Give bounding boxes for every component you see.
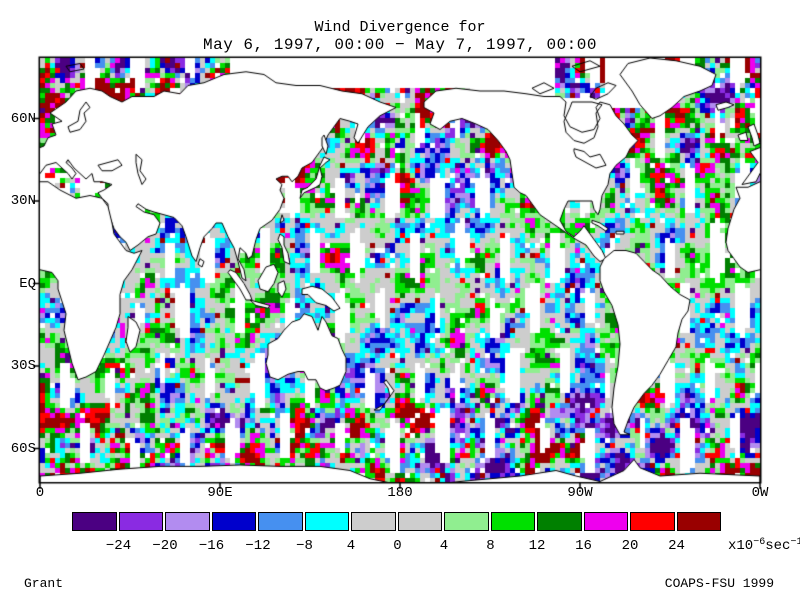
colorbar-swatch (351, 512, 396, 531)
units-exponent: −6 (753, 537, 766, 548)
lon-tick-label: 0 (35, 485, 45, 501)
colorbar-tick-label: −12 (245, 538, 271, 554)
lat-tick-label: EQ (19, 275, 36, 292)
colorbar-tick-label: 4 (439, 538, 449, 554)
page-title: Wind Divergence for (314, 19, 486, 36)
colorbar-swatch (444, 512, 489, 531)
lon-tick-label: 90W (567, 485, 593, 501)
colorbar-tick-label: −16 (198, 538, 225, 554)
lon-tick-label: 0W (751, 485, 769, 501)
colorbar-tick-label: −24 (105, 538, 132, 554)
colorbar-tick-label: 8 (486, 538, 495, 554)
colorbar-swatch (304, 512, 349, 531)
colorbar-tick-label: 16 (575, 538, 592, 554)
colorbar-swatch (630, 512, 675, 531)
lat-tick-label: 60N (10, 110, 36, 127)
lon-tick-label: 180 (387, 485, 413, 501)
colorbar-swatch (258, 512, 303, 531)
lon-tick-label: 90E (207, 485, 233, 501)
colorbar-swatch (537, 512, 582, 531)
units-base: x10 (728, 538, 754, 554)
colorbar-swatch (583, 512, 628, 531)
colorbar-swatch (397, 512, 442, 531)
lat-tick-label: 60S (10, 440, 36, 457)
credit-right: COAPS-FSU 1999 (664, 576, 774, 591)
lat-tick-label: 30S (10, 358, 36, 374)
colorbar-tick-label: −8 (296, 538, 313, 554)
colorbar-swatch (211, 512, 256, 531)
lat-tick-label: 30N (10, 193, 36, 209)
world-map-canvas (28, 48, 768, 496)
units-base2: sec (765, 538, 791, 554)
colorbar-tick-label: 4 (346, 538, 356, 554)
units-exponent2: −1 (790, 537, 800, 548)
colorbar-tick-label: 0 (393, 538, 402, 554)
colorbar-tick-label: 20 (621, 538, 639, 554)
colorbar-swatch (676, 512, 721, 531)
colorbar-units: x10−6sec−1 (728, 537, 800, 555)
colorbar-swatch (72, 512, 117, 531)
colorbar-tick-label: −20 (152, 538, 178, 554)
colorbar-tick-label: 24 (668, 538, 685, 554)
colorbar-tick-label: 12 (528, 538, 546, 554)
colorbar (72, 512, 721, 531)
credit-left: Grant (24, 576, 64, 591)
colorbar-swatch (118, 512, 163, 531)
colorbar-swatch (490, 512, 535, 531)
colorbar-swatch (165, 512, 210, 531)
